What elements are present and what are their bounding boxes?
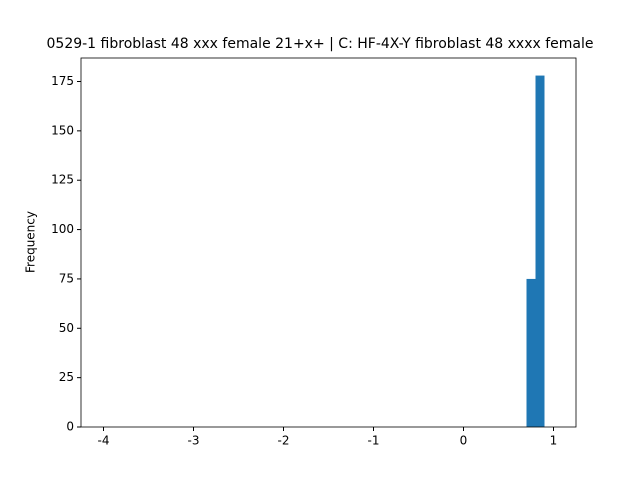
y-tick-label: 50 [59, 321, 74, 335]
y-tick-label: 100 [51, 222, 74, 236]
plot-frame [80, 57, 577, 428]
y-tick-label: 25 [59, 370, 74, 384]
y-tick-label: 150 [51, 123, 74, 137]
x-tick-label: -1 [368, 434, 380, 448]
y-tick-label: 125 [51, 173, 74, 187]
x-tick-label: -2 [278, 434, 290, 448]
x-tick-label: 1 [550, 434, 558, 448]
bar [535, 75, 545, 428]
chart-title: 0529-1 fibroblast 48 xxx female 21+x+ | … [47, 36, 594, 52]
bar [526, 278, 536, 427]
x-tick-label: 0 [460, 434, 468, 448]
y-axis-label: Frequency [24, 211, 38, 273]
x-tick-label: -4 [98, 434, 110, 448]
y-tick-label: 75 [59, 271, 74, 285]
y-tick-label: 0 [66, 420, 74, 434]
y-tick-label: 175 [51, 74, 74, 88]
x-tick-label: -3 [188, 434, 200, 448]
